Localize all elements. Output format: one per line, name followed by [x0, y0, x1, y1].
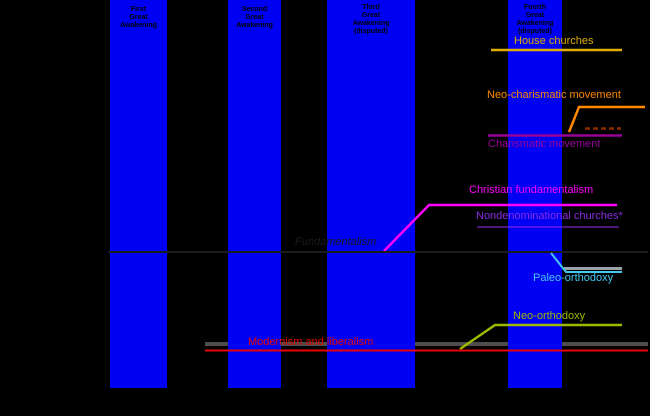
first-great-awakening-bar: First Great Awakening: [110, 0, 167, 388]
fourth-great-awakening-label: Fourth Great Awakening (disputed): [516, 4, 554, 35]
paleo-orthodoxy-line: [550, 252, 622, 273]
neo-charismatic-line: [567, 105, 645, 133]
christian-fundamentalism-label: Christian fundamentalism: [469, 184, 594, 196]
nondenominational-label: Nondenominational churches*: [476, 210, 623, 222]
paleo-orthodoxy-label: Paleo-orthodoxy: [533, 272, 614, 284]
fundamentalism-label: Fundamentalism: [295, 236, 377, 248]
first-great-awakening-label: First Great Awakening: [120, 6, 157, 29]
fourth-great-awakening-bar: Fourth Great Awakening (disputed): [508, 0, 562, 388]
third-great-awakening-bar: Third Great Awakening (disputed): [327, 0, 415, 388]
modernism-liberalism-label: Modernism and liberalism: [248, 336, 374, 348]
third-great-awakening-label: Third Great Awakening (disputed): [352, 4, 390, 35]
neo-charismatic-label: Neo-charismatic movement: [487, 89, 621, 101]
christian-fundamentalism-line: [383, 203, 617, 252]
house-churches-label: House churches: [514, 35, 594, 47]
second-great-awakening-bar: Second Great Awakening: [228, 0, 281, 388]
second-great-awakening-label: Second Great Awakening: [236, 6, 273, 29]
neo-orthodoxy-label: Neo-orthodoxy: [513, 310, 586, 322]
neo-orthodoxy-line: [459, 323, 622, 351]
charismatic-label: Charismatic movement: [488, 138, 601, 150]
